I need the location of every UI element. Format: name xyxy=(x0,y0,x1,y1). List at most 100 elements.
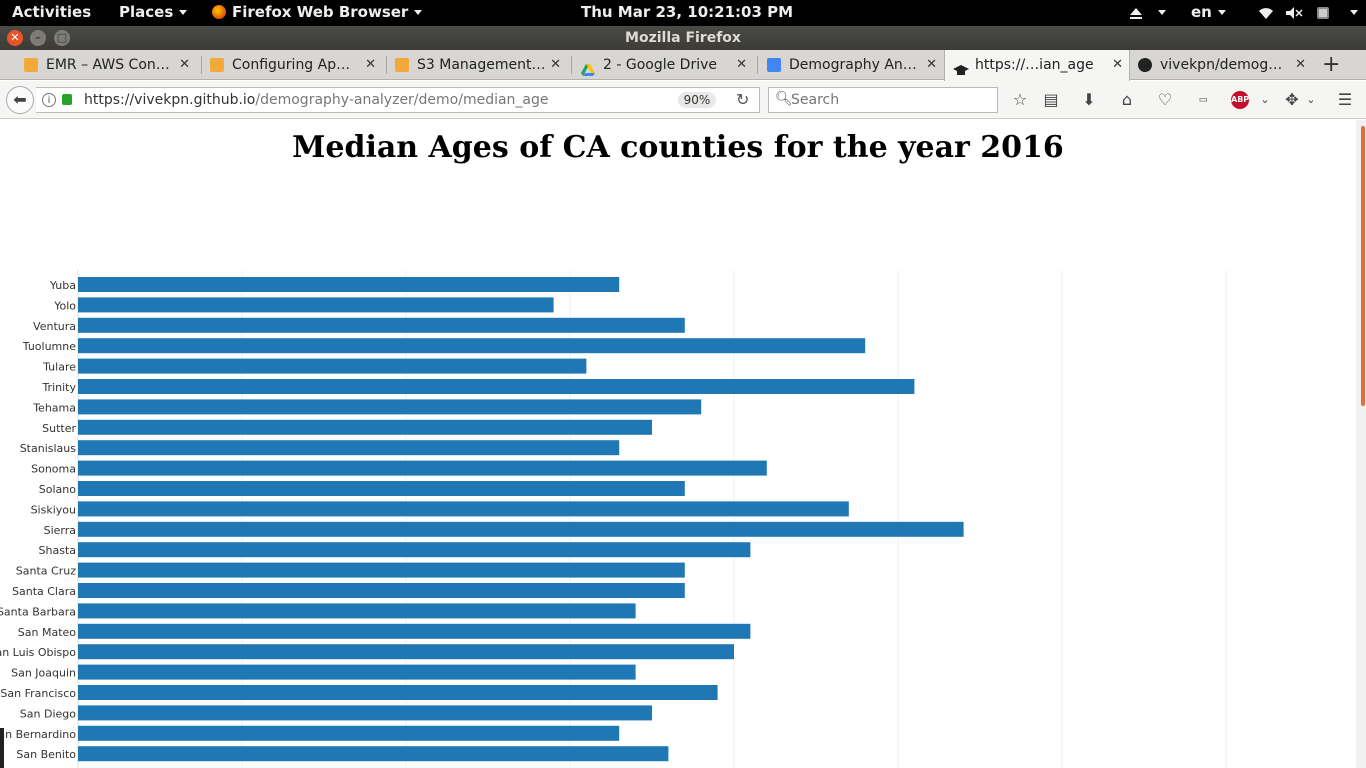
bar-sierra[interactable] xyxy=(78,521,964,537)
adblock-icon[interactable]: ABP xyxy=(1231,91,1249,109)
url-bar[interactable]: i https://vivekpn.github.io/demography-a… xyxy=(36,87,760,113)
chevron-down-icon[interactable]: ⌄ xyxy=(1306,93,1316,106)
window-maximize-button[interactable]: □ xyxy=(54,30,70,46)
back-arrow-icon: ⬅ xyxy=(13,90,27,109)
page-scrollbar-track[interactable] xyxy=(1356,120,1366,768)
bar-san-diego[interactable] xyxy=(78,705,652,721)
close-icon[interactable]: ✕ xyxy=(179,57,190,72)
firefox-icon xyxy=(212,5,226,19)
chevron-down-icon[interactable]: ⌄ xyxy=(1260,93,1270,106)
window-close-button[interactable]: ✕ xyxy=(7,30,23,46)
tab-median-age[interactable]: https://…ian_age ✕ xyxy=(944,50,1130,81)
bar-sutter[interactable] xyxy=(78,419,652,435)
y-tick-label: Shasta xyxy=(39,544,76,557)
tab-label: https://…ian_age xyxy=(975,57,1094,73)
tab-google-drive[interactable]: 2 - Google Drive ✕ xyxy=(577,50,753,80)
extension-icon[interactable]: ✥ xyxy=(1285,90,1299,109)
download-icon[interactable]: ⬇ xyxy=(1082,90,1096,109)
battery-icon[interactable] xyxy=(1316,6,1330,20)
bar-trinity[interactable] xyxy=(78,379,915,394)
close-icon[interactable]: ✕ xyxy=(926,57,937,72)
bar-stanislaus[interactable] xyxy=(78,440,620,456)
info-icon[interactable]: i xyxy=(42,93,56,107)
bar-shasta[interactable] xyxy=(78,542,751,558)
system-menu-caret[interactable] xyxy=(1344,3,1358,21)
y-tick-label: Yolo xyxy=(53,299,76,312)
places-menu[interactable]: Places xyxy=(119,3,188,21)
bar-san-francisco[interactable] xyxy=(78,685,718,700)
bar-santa-clara[interactable] xyxy=(78,583,685,598)
eject-icon[interactable] xyxy=(1129,6,1143,20)
bar-san-mateo[interactable] xyxy=(78,623,751,639)
bar-san-luis-obispo[interactable] xyxy=(78,644,734,660)
bar-sonoma[interactable] xyxy=(78,460,767,476)
close-icon[interactable]: ✕ xyxy=(365,57,376,72)
language-indicator[interactable]: en xyxy=(1191,3,1226,21)
hamburger-menu-icon[interactable]: ☰ xyxy=(1337,90,1353,109)
bar-tulare[interactable] xyxy=(78,358,587,374)
bookmark-star-icon[interactable]: ☆ xyxy=(1012,90,1028,109)
app-menu[interactable]: Firefox Web Browser xyxy=(212,3,423,21)
search-icon: 🔍︎ xyxy=(775,91,793,107)
reload-icon[interactable]: ↻ xyxy=(736,90,750,109)
bar-siskiyou[interactable] xyxy=(78,501,849,517)
sleep-tab-icon[interactable]: ▭ xyxy=(1198,95,1208,105)
search-bar[interactable]: 🔍︎ xyxy=(768,87,998,113)
tab-label: S3 Management… xyxy=(417,57,546,73)
bar-solano[interactable] xyxy=(78,481,685,496)
aws-icon xyxy=(210,58,224,72)
language-label: en xyxy=(1191,3,1212,21)
graduation-cap-icon xyxy=(953,58,969,75)
tab-github-repo[interactable]: vivekpn/demog… ✕ xyxy=(1134,50,1312,80)
window-edge-shadow xyxy=(0,728,4,768)
lock-icon[interactable] xyxy=(62,94,72,105)
system-top-bar: Activities Places Firefox Web Browser Th… xyxy=(0,0,1366,26)
y-tick-label: Santa Clara xyxy=(12,585,76,598)
zoom-indicator[interactable]: 90% xyxy=(678,92,716,108)
close-icon[interactable]: ✕ xyxy=(1295,57,1306,72)
tab-label: Demography An… xyxy=(789,57,917,73)
page-scrollbar-thumb[interactable] xyxy=(1361,126,1365,406)
y-tick-label: Tulare xyxy=(42,361,76,374)
bar-ventura[interactable] xyxy=(78,317,685,333)
google-drive-icon xyxy=(581,58,595,76)
home-icon[interactable]: ⌂ xyxy=(1121,90,1133,109)
volume-muted-icon[interactable] xyxy=(1285,6,1303,20)
close-icon[interactable]: ✕ xyxy=(550,57,561,72)
close-icon[interactable]: ✕ xyxy=(736,57,747,72)
eject-menu-caret[interactable] xyxy=(1152,3,1166,21)
y-tick-label: Santa Cruz xyxy=(16,565,76,578)
clock[interactable]: Thu Mar 23, 10:21:03 PM xyxy=(581,3,794,21)
bar-san-joaquin[interactable] xyxy=(78,664,636,680)
activities-button[interactable]: Activities xyxy=(12,3,92,21)
url-path: /demography-analyzer/demo/median_age xyxy=(255,92,549,108)
tab-s3-management[interactable]: S3 Management… ✕ xyxy=(391,50,567,80)
wifi-icon[interactable] xyxy=(1258,6,1274,20)
bar-tuolumne[interactable] xyxy=(78,338,866,354)
bar-santa-barbara[interactable] xyxy=(78,603,636,619)
pocket-icon[interactable]: ♡ xyxy=(1157,90,1173,109)
bookmarks-list-icon[interactable]: ▤ xyxy=(1043,90,1059,109)
y-tick-label: Yuba xyxy=(49,279,76,292)
tab-configuring[interactable]: Configuring Ap… ✕ xyxy=(206,50,382,80)
tab-divider xyxy=(386,56,387,74)
tab-demography-doc[interactable]: Demography An… ✕ xyxy=(763,50,943,80)
window-minimize-button[interactable]: – xyxy=(30,30,46,46)
bar-tehama[interactable] xyxy=(78,399,702,415)
bar-san-bernardino[interactable] xyxy=(78,725,620,741)
close-icon[interactable]: ✕ xyxy=(1112,57,1123,72)
new-tab-button[interactable]: + xyxy=(1322,52,1341,77)
search-input[interactable] xyxy=(791,90,991,110)
url-text[interactable]: https://vivekpn.github.io/demography-ana… xyxy=(84,92,549,108)
chart-y-labels: Yuba Yolo Ventura Tuolumne Tulare Trinity Teha… xyxy=(0,279,76,761)
back-button[interactable]: ⬅ xyxy=(6,86,34,114)
y-tick-label: Trinity xyxy=(41,381,76,394)
github-icon xyxy=(1138,58,1152,72)
y-tick-label: San Benito xyxy=(16,748,76,761)
bar-santa-cruz[interactable] xyxy=(78,562,685,578)
url-host: https://vivekpn.github.io xyxy=(84,92,256,108)
bar-san-benito[interactable] xyxy=(78,746,669,762)
tab-emr-aws[interactable]: EMR – AWS Con… ✕ xyxy=(20,50,196,80)
bar-yolo[interactable] xyxy=(78,297,554,313)
bar-yuba[interactable] xyxy=(78,277,620,292)
